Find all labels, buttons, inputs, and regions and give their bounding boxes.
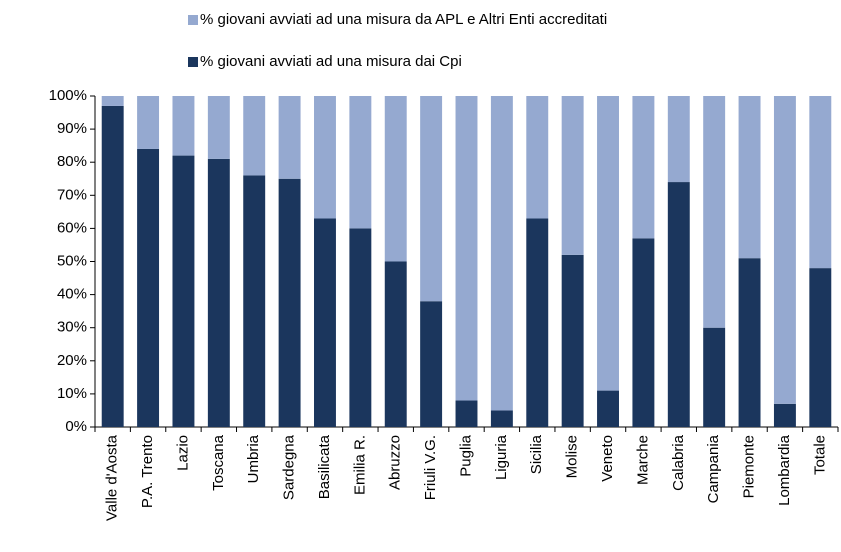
x-tick-label: Puglia: [457, 434, 474, 476]
bar-segment: [278, 178, 301, 427]
bar-segment: [632, 96, 655, 239]
bar-segment: [349, 228, 372, 427]
bar-segment: [455, 96, 478, 401]
x-tick-label: Lazio: [174, 435, 191, 471]
bar-segment: [101, 96, 124, 106]
bar-segment: [809, 96, 832, 269]
bar-segment: [526, 96, 549, 219]
bar-segment: [243, 175, 266, 427]
bar-segment: [667, 96, 690, 183]
x-tick-label: Friuli V.G.: [422, 435, 439, 500]
bar-segment: [314, 96, 336, 219]
bar-segment: [207, 96, 230, 159]
bar-segment: [384, 96, 407, 262]
x-tick-label: Campania: [705, 434, 722, 503]
bar-segment: [349, 96, 372, 229]
y-tick-label: 0%: [65, 418, 87, 435]
bar-segment: [773, 96, 796, 404]
x-tick-label: Piemonte: [741, 435, 758, 498]
bar-segment: [490, 410, 513, 427]
y-tick-label: 10%: [57, 385, 87, 402]
bar-segment: [490, 96, 513, 411]
legend-swatch: [188, 57, 198, 67]
x-tick-label: Molise: [564, 435, 581, 478]
x-tick-label: Totale: [811, 435, 828, 475]
x-tick-label: Calabria: [670, 434, 687, 491]
y-tick-label: 80%: [57, 153, 87, 170]
y-tick-label: 30%: [57, 319, 87, 336]
x-tick-label: Umbria: [245, 434, 262, 483]
bar-segment: [420, 301, 443, 427]
bar-segment: [243, 96, 266, 176]
y-tick-label: 70%: [57, 186, 87, 203]
x-tick-label: Marche: [634, 435, 651, 485]
y-tick-label: 40%: [57, 286, 87, 303]
bar-segment: [172, 155, 195, 427]
x-tick-label: Sicilia: [528, 434, 545, 474]
bar-segment: [561, 96, 584, 255]
legend-label: % giovani avviati ad una misura da APL e…: [200, 11, 607, 28]
bar-segment: [738, 96, 761, 259]
legend-swatch: [188, 15, 198, 25]
x-tick-label: Basilicata: [316, 434, 333, 499]
bar-segment: [632, 238, 655, 427]
bar-segment: [597, 96, 619, 391]
x-tick-label: Liguria: [493, 434, 510, 480]
bar-segment: [314, 218, 336, 427]
bar-segment: [703, 96, 726, 328]
bar-segment: [526, 218, 549, 427]
bar-segment: [137, 96, 160, 149]
bar-segment: [420, 96, 443, 302]
bar-segment: [667, 182, 690, 427]
bar-segment: [207, 158, 230, 427]
x-tick-label: Sardegna: [281, 434, 298, 500]
bar-segment: [384, 261, 407, 427]
y-tick-label: 100%: [49, 87, 87, 104]
x-tick-label: Abruzzo: [387, 435, 404, 490]
y-tick-label: 20%: [57, 352, 87, 369]
bar-segment: [101, 105, 124, 428]
y-tick-label: 50%: [57, 252, 87, 269]
x-tick-label: Veneto: [599, 435, 616, 482]
bar-segment: [278, 96, 301, 179]
bar-segment: [809, 268, 832, 427]
y-tick-label: 90%: [57, 120, 87, 137]
bar-segment: [172, 96, 195, 156]
legend-label: % giovani avviati ad una misura dai Cpi: [200, 53, 462, 70]
bar-segment: [773, 403, 796, 427]
bar-segment: [597, 390, 619, 427]
bar-segment: [455, 400, 478, 427]
x-tick-label: Toscana: [210, 434, 227, 491]
bar-segment: [703, 327, 726, 427]
x-tick-label: Emilia R.: [351, 435, 368, 495]
x-tick-label: Lombardia: [776, 434, 793, 506]
bar-segment: [738, 258, 761, 427]
x-tick-label: P.A. Trento: [139, 435, 156, 508]
bar-segment: [561, 254, 584, 427]
bar-segment: [137, 148, 160, 427]
y-tick-label: 60%: [57, 219, 87, 236]
x-tick-label: Valle d'Aosta: [104, 434, 121, 521]
